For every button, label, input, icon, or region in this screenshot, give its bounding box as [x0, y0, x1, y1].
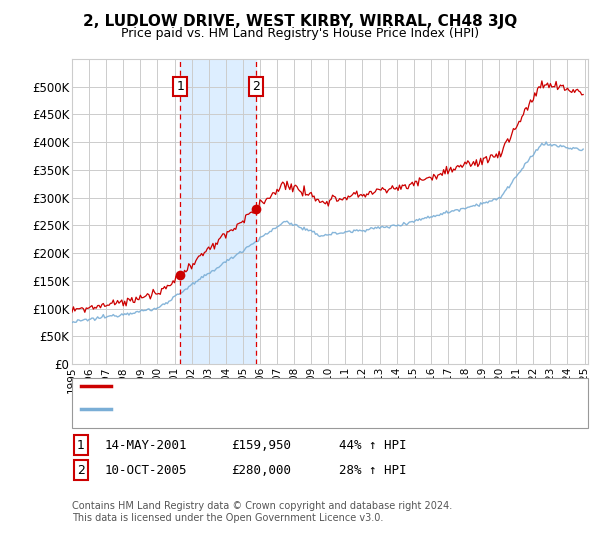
Text: 1: 1	[77, 438, 85, 452]
Text: 1: 1	[176, 80, 184, 93]
Text: 28% ↑ HPI: 28% ↑ HPI	[339, 464, 407, 477]
Text: 2, LUDLOW DRIVE, WEST KIRBY, WIRRAL, CH48 3JQ (detached house): 2, LUDLOW DRIVE, WEST KIRBY, WIRRAL, CH4…	[117, 381, 503, 391]
Text: £280,000: £280,000	[231, 464, 291, 477]
Text: 44% ↑ HPI: 44% ↑ HPI	[339, 438, 407, 452]
Text: 2: 2	[77, 464, 85, 477]
Bar	[180, 59, 256, 364]
Text: 2: 2	[252, 80, 260, 93]
Text: 14-MAY-2001: 14-MAY-2001	[105, 438, 187, 452]
Text: 2, LUDLOW DRIVE, WEST KIRBY, WIRRAL, CH48 3JQ: 2, LUDLOW DRIVE, WEST KIRBY, WIRRAL, CH4…	[83, 14, 517, 29]
Text: Price paid vs. HM Land Registry's House Price Index (HPI): Price paid vs. HM Land Registry's House …	[121, 27, 479, 40]
Text: 10-OCT-2005: 10-OCT-2005	[105, 464, 187, 477]
Text: HPI: Average price, detached house, Wirral: HPI: Average price, detached house, Wirr…	[117, 404, 356, 414]
Text: Contains HM Land Registry data © Crown copyright and database right 2024.
This d: Contains HM Land Registry data © Crown c…	[72, 501, 452, 523]
Text: £159,950: £159,950	[231, 438, 291, 452]
